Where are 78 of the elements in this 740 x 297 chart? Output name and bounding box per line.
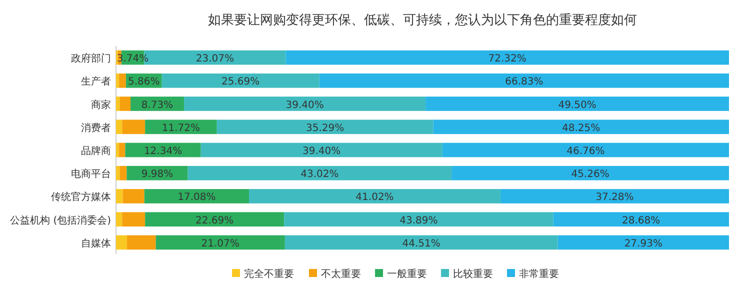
bar	[284, 235, 558, 250]
data-label: 27.93%	[624, 238, 662, 250]
data-label: 43.89%	[400, 215, 438, 226]
bar	[122, 120, 146, 134]
data-label: 43.02%	[300, 169, 339, 180]
bar	[116, 166, 120, 180]
bar	[558, 235, 729, 250]
data-label: 35.29%	[306, 122, 344, 134]
legend-label: 完全不重要	[244, 268, 294, 280]
bar	[442, 142, 729, 158]
bar	[122, 212, 146, 226]
data-label: 25.69%	[222, 76, 260, 88]
bar	[286, 50, 729, 65]
bar	[144, 189, 250, 204]
data-label: 37.28%	[596, 192, 634, 204]
bar	[119, 74, 126, 88]
bar	[452, 166, 729, 180]
y-tick-label: 政府部门	[71, 52, 111, 65]
data-label: 12.34%	[144, 146, 182, 157]
bar	[116, 120, 122, 134]
legend-label: 一般重要	[387, 268, 427, 280]
bar	[119, 142, 126, 158]
bar	[116, 74, 120, 88]
data-label: 39.40%	[302, 146, 341, 157]
bar	[553, 212, 729, 226]
bar	[120, 96, 131, 111]
bar	[216, 120, 434, 134]
data-label: 48.25%	[562, 122, 600, 134]
bar	[122, 189, 144, 204]
y-tick-label: 公益机构 (包括消委会)	[10, 214, 112, 226]
y-tick-label: 传统官方媒体	[51, 191, 111, 204]
data-label: 8.73%	[141, 100, 174, 111]
y-tick-label: 消费者	[81, 122, 111, 134]
chart-title: 如果要让网购变得更环保、低碳、可持续，您认为以下角色的重要程度如何	[208, 12, 637, 28]
y-tick-label: 生产者	[81, 76, 111, 88]
bar	[319, 74, 729, 88]
bar	[116, 96, 120, 111]
data-label: 44.51%	[402, 238, 440, 250]
bar	[156, 235, 285, 250]
bar	[184, 96, 426, 111]
data-label: 21.07%	[201, 238, 240, 250]
bar	[145, 120, 217, 134]
data-label: 17.08%	[178, 192, 216, 204]
bar	[188, 166, 452, 180]
bar	[500, 189, 729, 204]
legend-label: 比较重要	[453, 268, 493, 280]
bar	[116, 142, 120, 158]
y-tick-label: 品牌商	[81, 145, 111, 157]
data-label: 49.50%	[558, 100, 596, 111]
bar	[249, 189, 500, 204]
legend-label: 非常重要	[519, 268, 559, 280]
data-label: 9.98%	[141, 169, 174, 180]
data-label: 11.72%	[162, 122, 200, 134]
y-tick-label: 商家	[91, 98, 111, 111]
bar	[127, 235, 156, 250]
data-label: 22.69%	[196, 215, 234, 226]
data-label: 23.07%	[196, 54, 234, 65]
data-label: 72.32%	[488, 54, 526, 65]
y-tick-label: 自媒体	[81, 237, 111, 250]
bar	[200, 142, 442, 158]
data-label: 5.86%	[128, 76, 160, 88]
bar	[145, 212, 284, 226]
bar	[284, 212, 554, 226]
y-tick-label: 电商平台	[71, 168, 111, 180]
bar	[116, 189, 123, 204]
bar	[116, 212, 122, 226]
data-label: 28.68%	[622, 215, 660, 226]
bar	[162, 74, 320, 88]
data-label: 39.40%	[286, 100, 324, 111]
bar	[120, 166, 127, 180]
bar	[116, 235, 128, 250]
legend-label: 不太重要	[321, 268, 361, 280]
data-label: 46.76%	[566, 146, 605, 157]
data-label: 41.02%	[356, 192, 394, 204]
bar	[426, 96, 729, 111]
data-label: 45.26%	[571, 169, 610, 180]
bar	[433, 120, 729, 134]
data-label: 66.83%	[505, 76, 544, 88]
